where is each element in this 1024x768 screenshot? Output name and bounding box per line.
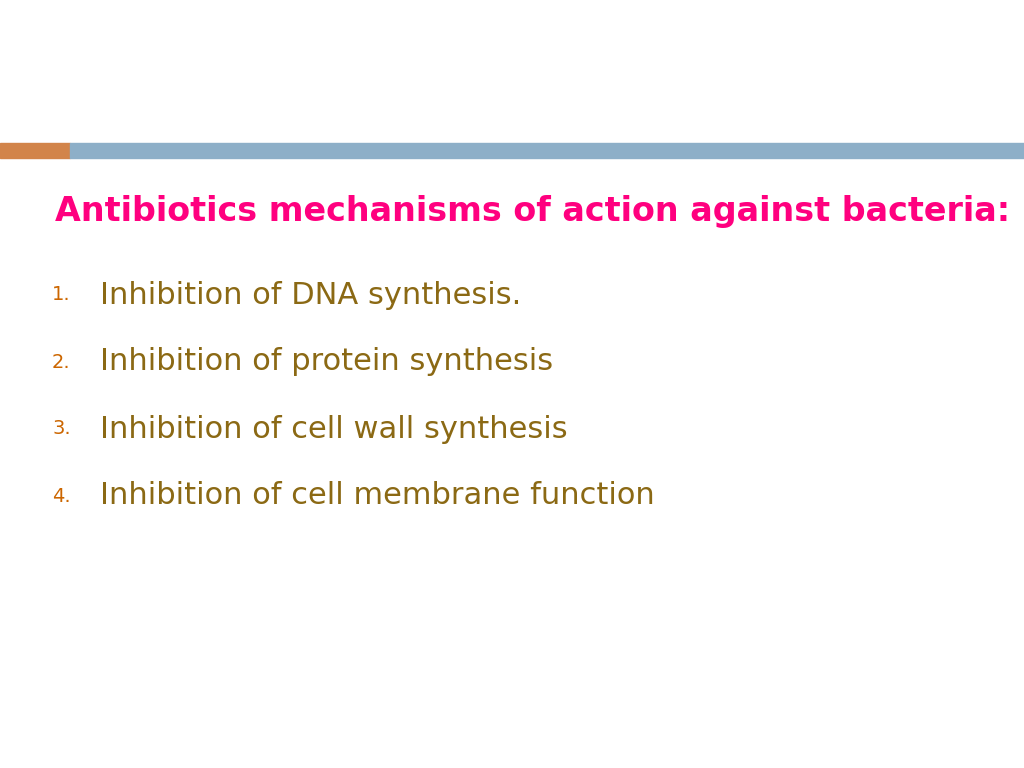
Bar (0, 143, 70, 158)
Text: Antibiotics mechanisms of action against bacteria:: Antibiotics mechanisms of action against… (55, 195, 1010, 228)
Text: 3.: 3. (52, 419, 71, 439)
Text: 4.: 4. (52, 486, 71, 505)
Text: Inhibition of protein synthesis: Inhibition of protein synthesis (100, 347, 553, 376)
Text: Inhibition of cell membrane function: Inhibition of cell membrane function (100, 482, 654, 511)
Bar (70, 143, 1024, 158)
Text: Inhibition of DNA synthesis.: Inhibition of DNA synthesis. (100, 280, 521, 310)
Text: 2.: 2. (52, 353, 71, 372)
Text: Inhibition of cell wall synthesis: Inhibition of cell wall synthesis (100, 415, 567, 443)
Text: 1.: 1. (52, 286, 71, 304)
